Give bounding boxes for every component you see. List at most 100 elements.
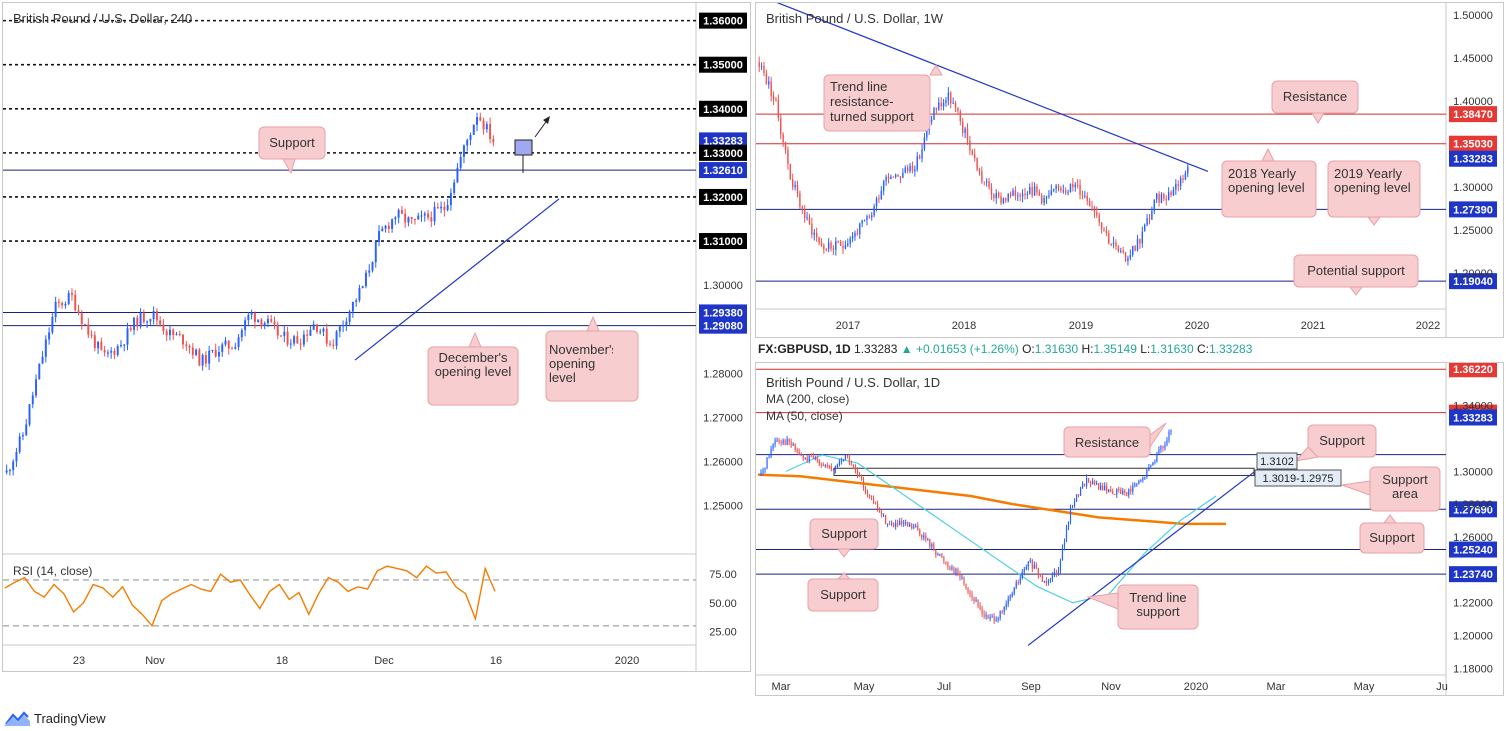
- candle-body: [858, 474, 861, 477]
- candle-body: [1146, 218, 1148, 225]
- candle-body: [1019, 195, 1021, 197]
- candle-body: [172, 329, 175, 336]
- candle-body: [191, 347, 194, 355]
- candle-body: [977, 599, 979, 606]
- candle-body: [384, 225, 387, 229]
- candle-body: [198, 349, 201, 366]
- candle-body: [770, 448, 772, 457]
- candle-body: [792, 179, 794, 188]
- candle-body: [227, 340, 230, 349]
- x-tick-label: May: [854, 681, 875, 693]
- candle-body: [1152, 462, 1154, 466]
- candle-body: [394, 217, 397, 220]
- candle-body: [443, 206, 446, 211]
- candle-body: [358, 288, 361, 301]
- candle-body: [859, 223, 861, 235]
- candle-body: [387, 225, 390, 229]
- y-tick-label: 1.20000: [1453, 631, 1493, 643]
- candle-body: [1041, 195, 1043, 204]
- candle-body: [941, 554, 943, 558]
- candle-body: [976, 158, 978, 170]
- h4-chart-panel[interactable]: 1.36000 1.35000 1.34000 1.33283 1.33000 1.326…: [2, 2, 751, 672]
- level-label-bg: [699, 132, 747, 149]
- candle-body: [811, 223, 813, 235]
- candle-body: [1130, 489, 1132, 492]
- candle-body: [1164, 444, 1166, 449]
- weekly-chart[interactable]: 1.38470 1.35030 1.33283 1.27390 1.19040 1.50…: [756, 1, 1503, 337]
- y-tick-label: 1.25000: [1453, 225, 1493, 237]
- candle-body: [106, 352, 109, 354]
- daily-chart-panel[interactable]: 1.362201.335801.332831.276901.252401.237…: [755, 361, 1504, 696]
- candle-body: [165, 331, 168, 336]
- candle-body: [1112, 491, 1114, 495]
- candle-body: [1120, 250, 1122, 252]
- tradingview-brand[interactable]: TradingView: [4, 710, 106, 726]
- tradingview-logo-icon: [4, 711, 30, 726]
- level-label: 1.35000: [703, 60, 743, 72]
- candle-body: [803, 208, 806, 219]
- d-callout-support-area-text: Support area: [1382, 473, 1428, 501]
- candle-body: [786, 439, 788, 445]
- candle-body: [840, 460, 842, 462]
- candle-body: [1013, 587, 1015, 594]
- candle-body: [907, 522, 909, 527]
- candle-body: [808, 456, 810, 461]
- candle-body: [1116, 488, 1118, 495]
- daily-chart[interactable]: 1.362201.335801.332831.276901.252401.237…: [756, 361, 1503, 695]
- candle-body: [61, 302, 64, 306]
- candle-body: [1084, 195, 1086, 197]
- candle-body: [931, 544, 933, 547]
- candle-body: [41, 356, 44, 364]
- candle-body: [990, 187, 993, 195]
- candle-body: [84, 324, 87, 326]
- y-tick-label: 1.30000: [1453, 182, 1493, 194]
- candle-body: [240, 330, 243, 338]
- level-label-bg: [1449, 501, 1497, 518]
- level-label: 1.29080: [703, 321, 743, 333]
- candle-body: [48, 332, 51, 340]
- level-label-bg: [1449, 150, 1497, 167]
- candle-body: [909, 165, 911, 172]
- rsi-tick: 25.00: [709, 627, 737, 639]
- candle-body: [325, 328, 328, 344]
- x-tick-label: 18: [276, 655, 288, 667]
- candle-body: [789, 163, 792, 180]
- candle-body: [940, 102, 942, 107]
- candle-body: [1118, 488, 1120, 490]
- daily-ticker-bar: FX:GBPUSD, 1D 1.33283 ▲ +0.01653 (+1.26%…: [758, 342, 1252, 356]
- candle-body: [813, 232, 815, 235]
- candle-body: [1049, 579, 1052, 582]
- candle-body: [1158, 193, 1160, 203]
- candle-body: [214, 349, 217, 357]
- candle-body: [1112, 242, 1115, 244]
- candle-body: [479, 117, 482, 121]
- candle-body: [351, 301, 354, 312]
- candle-body: [57, 301, 60, 303]
- weekly-chart-panel[interactable]: 1.38470 1.35030 1.33283 1.27390 1.19040 1.50…: [755, 1, 1504, 338]
- candle-body: [943, 557, 945, 562]
- y-tick-label: 1.25000: [703, 501, 743, 513]
- candle-body: [838, 461, 840, 466]
- candle-body: [925, 535, 927, 540]
- candle-body: [894, 174, 897, 178]
- candle-body: [856, 232, 859, 235]
- y-tick-label: 1.30000: [1453, 466, 1493, 478]
- candle-body: [1170, 430, 1172, 432]
- wk-trendline: [775, 1, 1209, 173]
- candle-body: [1085, 478, 1088, 486]
- level-label: 1.29380: [703, 307, 743, 319]
- candle-body: [1041, 576, 1043, 582]
- level-label-bg: [699, 188, 747, 205]
- candle-body: [97, 341, 100, 349]
- candle-body: [1067, 192, 1069, 194]
- candle-body: [989, 617, 991, 619]
- candle-body: [885, 176, 887, 182]
- candle-body: [1007, 598, 1009, 604]
- candle-body: [965, 584, 967, 588]
- d-callout-trendline: Trend line support: [1086, 584, 1199, 630]
- level-label: 1.34000: [703, 104, 743, 116]
- candle-body: [1142, 477, 1144, 480]
- candle-body: [830, 242, 832, 249]
- candle-body: [1081, 483, 1084, 489]
